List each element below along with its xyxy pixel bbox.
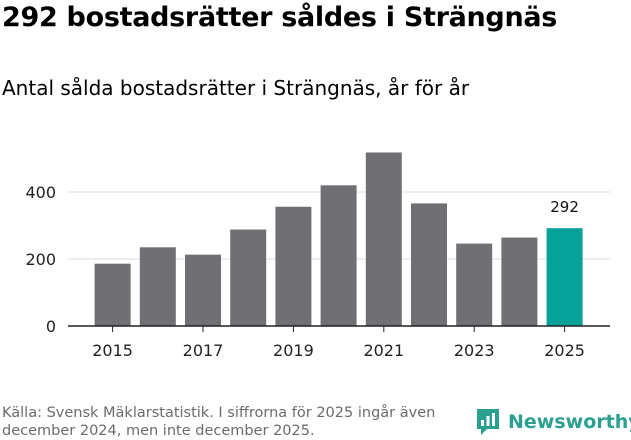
bar-2015 bbox=[94, 263, 131, 326]
brand: Newsworthy bbox=[475, 405, 631, 439]
source-note: Källa: Svensk Mäklarstatistik. I siffror… bbox=[2, 405, 436, 439]
bar-2021 bbox=[365, 152, 402, 326]
bar-2016 bbox=[139, 247, 176, 326]
x-tick-label: 2015 bbox=[92, 341, 133, 360]
bar-chart: 0 200 400 292 2015 2017 2019 2021 2023 2025 bbox=[25, 152, 610, 360]
y-tick-label: 0 bbox=[46, 317, 56, 336]
newsworthy-logo-icon bbox=[477, 409, 499, 435]
bar-2022 bbox=[411, 203, 447, 326]
bar-2023 bbox=[456, 243, 493, 326]
y-tick-label: 200 bbox=[25, 250, 56, 269]
bar-2020 bbox=[320, 185, 357, 326]
data-label: 292 bbox=[550, 198, 579, 216]
bar-2019 bbox=[275, 206, 312, 326]
x-tick-label: 2021 bbox=[363, 341, 404, 360]
x-tick-label: 2025 bbox=[544, 341, 585, 360]
x-tick-label: 2023 bbox=[454, 341, 495, 360]
brand-name: Newsworthy bbox=[508, 411, 631, 433]
chart-subtitle: Antal sålda bostadsrätter i Strängnäs, å… bbox=[2, 76, 470, 100]
y-tick-label: 400 bbox=[25, 183, 56, 202]
bar-2018 bbox=[230, 229, 267, 326]
x-tick-label: 2019 bbox=[273, 341, 314, 360]
bar-2017 bbox=[185, 254, 221, 326]
chart-title: 292 bostadsrätter såldes i Strängnäs bbox=[2, 2, 558, 33]
x-tick-label: 2017 bbox=[183, 341, 224, 360]
bar-2025 bbox=[546, 228, 583, 326]
bar-2024 bbox=[501, 237, 538, 326]
